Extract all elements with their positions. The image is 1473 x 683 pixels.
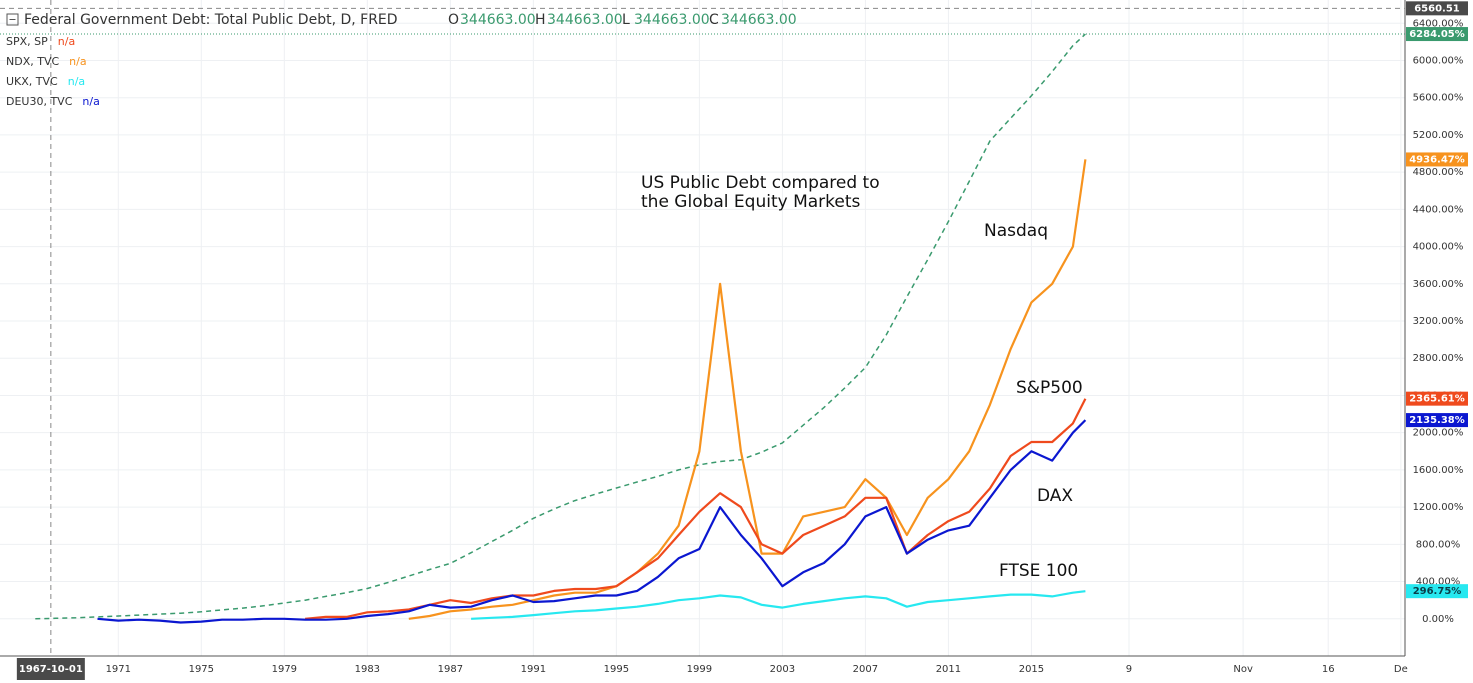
y-tick-label: 4000.00% — [1413, 242, 1464, 253]
y-tick-label: 800.00% — [1416, 539, 1461, 550]
x-tick-label: 1995 — [604, 664, 629, 675]
x-tick-label: 1971 — [106, 664, 131, 675]
annotation: Nasdaq — [984, 221, 1048, 241]
last-value-badge — [1406, 152, 1468, 167]
last-value-badge — [1406, 391, 1468, 406]
legend-status: n/a — [68, 75, 85, 88]
ohlc-value: 344663.00 — [634, 12, 710, 28]
crosshair-price-badge — [1406, 1, 1468, 16]
x-tick-label: De — [1394, 664, 1408, 675]
annotation: DAX — [1037, 486, 1073, 506]
series-line — [35, 33, 1086, 620]
annotation: US Public Debt compared to — [641, 173, 880, 193]
y-tick-label: 6400.00% — [1413, 18, 1464, 29]
x-tick-label: 16 — [1322, 664, 1335, 675]
legend-name: DEU30, TVC — [6, 95, 73, 108]
y-tick-label: 1200.00% — [1413, 502, 1464, 513]
x-tick-label: 1975 — [189, 664, 214, 675]
legend-name: UKX, TVC — [6, 75, 58, 88]
last-value-badge — [1406, 27, 1468, 42]
ohlc-key: O — [448, 12, 459, 28]
y-tick-label: 5200.00% — [1413, 130, 1464, 141]
y-tick-label: 5600.00% — [1413, 93, 1464, 104]
crosshair-price-label: 6560.51 — [1414, 3, 1460, 14]
last-value-label: 2135.38% — [1409, 415, 1465, 426]
crosshair-x-badge — [16, 658, 85, 680]
annotation: the Global Equity Markets — [641, 192, 861, 212]
last-value-label: 2365.61% — [1409, 394, 1465, 405]
series-line — [471, 590, 1086, 620]
ohlc-key: C — [709, 12, 719, 28]
y-tick-label: 0.00% — [1422, 614, 1454, 625]
legend-status: n/a — [69, 55, 86, 68]
x-tick-label: 1983 — [355, 664, 380, 675]
ohlc-value: 344663.00 — [547, 12, 623, 28]
annotation: FTSE 100 — [999, 561, 1078, 581]
y-tick-label: 3600.00% — [1413, 279, 1464, 290]
x-tick-label: 2011 — [936, 664, 961, 675]
y-tick-label: 4800.00% — [1413, 167, 1464, 178]
last-value-label: 4936.47% — [1409, 154, 1465, 165]
x-tick-label: Nov — [1233, 664, 1253, 675]
last-value-badge — [1406, 584, 1468, 599]
y-tick-label: 1600.00% — [1413, 465, 1464, 476]
x-tick-label: 1991 — [521, 664, 546, 675]
x-tick-label: 2003 — [770, 664, 795, 675]
last-value-label: 296.75% — [1413, 586, 1462, 597]
y-tick-label: 400.00% — [1416, 577, 1461, 588]
ohlc-key: L — [622, 12, 630, 28]
series-line — [304, 398, 1087, 620]
legend-name: NDX, TVC — [6, 55, 59, 68]
collapse-icon — [6, 13, 19, 26]
ohlc-value: 344663.00 — [721, 12, 797, 28]
x-tick-label: 2015 — [1019, 664, 1044, 675]
y-tick-label: 4400.00% — [1413, 204, 1464, 215]
legend-status: n/a — [82, 95, 99, 108]
header-title: Federal Government Debt: Total Public De… — [24, 12, 398, 28]
y-tick-label: 2000.00% — [1413, 428, 1464, 439]
legend-name: SPX, SP — [6, 35, 48, 48]
ohlc-value: 344663.00 — [460, 12, 536, 28]
legend-status: n/a — [58, 35, 75, 48]
ohlc-key: H — [535, 12, 546, 28]
last-value-badge — [1406, 413, 1468, 428]
annotation: S&P500 — [1016, 378, 1083, 398]
last-value-label: 6284.05% — [1409, 29, 1465, 40]
x-tick-label: 2007 — [853, 664, 878, 675]
x-tick-label: 1987 — [438, 664, 463, 675]
y-tick-label: 3200.00% — [1413, 316, 1464, 327]
series-line — [408, 159, 1087, 620]
series-line — [97, 419, 1087, 624]
x-tick-label: 1999 — [687, 664, 712, 675]
y-tick-label: 6000.00% — [1413, 55, 1464, 66]
x-tick-label: 1979 — [272, 664, 297, 675]
crosshair-x-label: 1967-10-01 — [19, 664, 83, 675]
x-tick-label: 9 — [1126, 664, 1132, 675]
y-tick-label: 2800.00% — [1413, 353, 1464, 364]
